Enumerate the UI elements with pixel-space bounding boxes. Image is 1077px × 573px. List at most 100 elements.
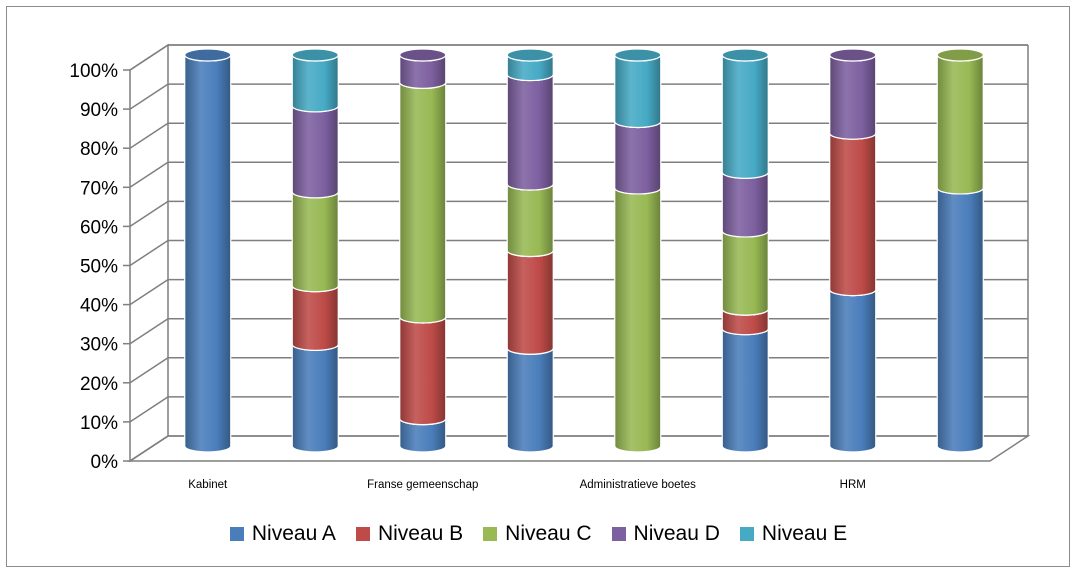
bar-segment [721, 322, 769, 453]
x-tick-label: Administratieve boetes [580, 479, 697, 491]
legend-swatch [483, 527, 498, 541]
bar-body [291, 191, 339, 293]
x-tick-label: HRM [840, 479, 866, 491]
bar-body [721, 172, 769, 238]
bar-segment [721, 224, 769, 316]
y-tick-label: 100% [69, 61, 118, 82]
y-tick-label: 60% [80, 217, 118, 238]
x-axis-ticks: Kabinet Franse gemeenschap Administratieve… [188, 479, 866, 491]
bar-stack [721, 48, 769, 453]
bar-segment [936, 48, 984, 195]
bar-body [506, 250, 554, 355]
bar-body [506, 74, 554, 191]
bar-cap [399, 48, 447, 62]
bar-segment [936, 181, 984, 453]
y-tick-label: 20% [80, 374, 118, 395]
bar-body [829, 133, 877, 297]
bar-segment [399, 75, 447, 324]
bar-body [291, 54, 339, 113]
y-tick-label: 0% [91, 452, 119, 473]
legend-label: Niveau E [761, 522, 848, 545]
bar-stack [936, 48, 984, 453]
bar-body [506, 183, 554, 258]
bar-stack [829, 48, 877, 453]
bar-body [399, 316, 447, 426]
gridline [129, 200, 1028, 228]
legend: Niveau A Niveau B Niveau C Niveau D Niveau E [0, 522, 1077, 546]
bar-body [936, 187, 984, 453]
bar-body [829, 289, 877, 453]
bar-segment [184, 48, 232, 453]
legend-swatch [739, 527, 754, 541]
legend-label: Niveau D [633, 522, 720, 545]
bar-cap [936, 48, 984, 62]
bar-stack [614, 48, 662, 453]
gridline [129, 44, 1028, 71]
x-tick-label: Franse gemeenschap [367, 479, 478, 491]
bar-segment [506, 341, 554, 453]
y-tick-label: 70% [80, 178, 118, 199]
bar-segment [506, 48, 554, 82]
bar-segment [614, 48, 662, 129]
gridline [129, 435, 1028, 462]
bar-body [184, 54, 232, 453]
legend-item: Niveau E [739, 522, 848, 546]
gridline [129, 396, 1028, 423]
bar-cap [506, 48, 554, 62]
chart-walls [127, 43, 1031, 463]
y-tick-label: 80% [80, 139, 118, 160]
legend-label: Niveau B [377, 522, 464, 545]
bar-body [829, 54, 877, 140]
bar-body [291, 105, 339, 199]
legend-item: Niveau B [355, 522, 464, 546]
bar-cap [721, 48, 769, 62]
bar-cap [614, 48, 662, 62]
legend-item: Niveau C [483, 522, 592, 546]
bar-segment [399, 310, 447, 426]
bar-body [506, 348, 554, 453]
bar-body [291, 344, 339, 453]
bar-segment [291, 99, 339, 199]
gridlines [123, 44, 1028, 462]
bar-segment [506, 243, 554, 355]
legend-swatch [229, 527, 244, 541]
bar-segment [829, 283, 877, 453]
bar-segment [829, 126, 877, 297]
bar-body [614, 187, 662, 453]
bar-stack [291, 48, 339, 453]
bar-segment [399, 48, 447, 89]
bar-segment [291, 185, 339, 293]
bar-segment [291, 48, 339, 113]
bar-body [614, 121, 662, 195]
bar-segment [614, 181, 662, 453]
bar-segment [506, 67, 554, 191]
legend-item: Niveau D [611, 522, 720, 546]
bar-stack [184, 48, 232, 453]
bar-body [291, 285, 339, 351]
gridline [129, 357, 1028, 384]
bar-body [721, 230, 769, 316]
legend-label: Niveau A [251, 522, 336, 545]
bar-body [721, 54, 769, 179]
y-tick-label: 40% [80, 296, 118, 317]
gridline [129, 122, 1028, 149]
bar-body [614, 54, 662, 129]
bar-cap [829, 48, 877, 62]
floor [127, 435, 1031, 462]
y-tick-label: 50% [80, 257, 118, 278]
gridline [129, 83, 1028, 110]
bar-cap [291, 48, 339, 62]
legend-swatch [611, 527, 626, 541]
bar-body [721, 328, 769, 453]
x-tick-label: Kabinet [188, 479, 228, 491]
bar-stack [399, 48, 447, 453]
bar-cap [184, 48, 232, 62]
gridline [129, 317, 1028, 345]
bar-segment [291, 337, 339, 453]
bar-segment [829, 48, 877, 140]
y-axis-ticks: 0% 10% 20% 30% 40% 50% 60% 70% 80% 90% 100% [69, 61, 118, 473]
gridline [129, 239, 1028, 267]
y-tick-label: 30% [80, 335, 118, 356]
legend-swatch [355, 527, 370, 541]
